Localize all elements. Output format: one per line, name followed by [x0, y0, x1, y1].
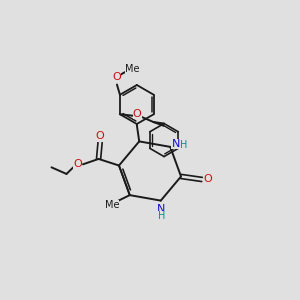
Text: O: O [73, 159, 82, 169]
Text: O: O [96, 131, 104, 141]
Text: H: H [180, 140, 188, 150]
Text: H: H [158, 211, 165, 221]
Text: Me: Me [125, 64, 140, 74]
Text: O: O [133, 109, 141, 119]
Text: O: O [112, 72, 121, 82]
Text: N: N [157, 204, 166, 214]
Text: N: N [172, 139, 180, 149]
Text: O: O [204, 174, 212, 184]
Text: Me: Me [104, 200, 119, 210]
